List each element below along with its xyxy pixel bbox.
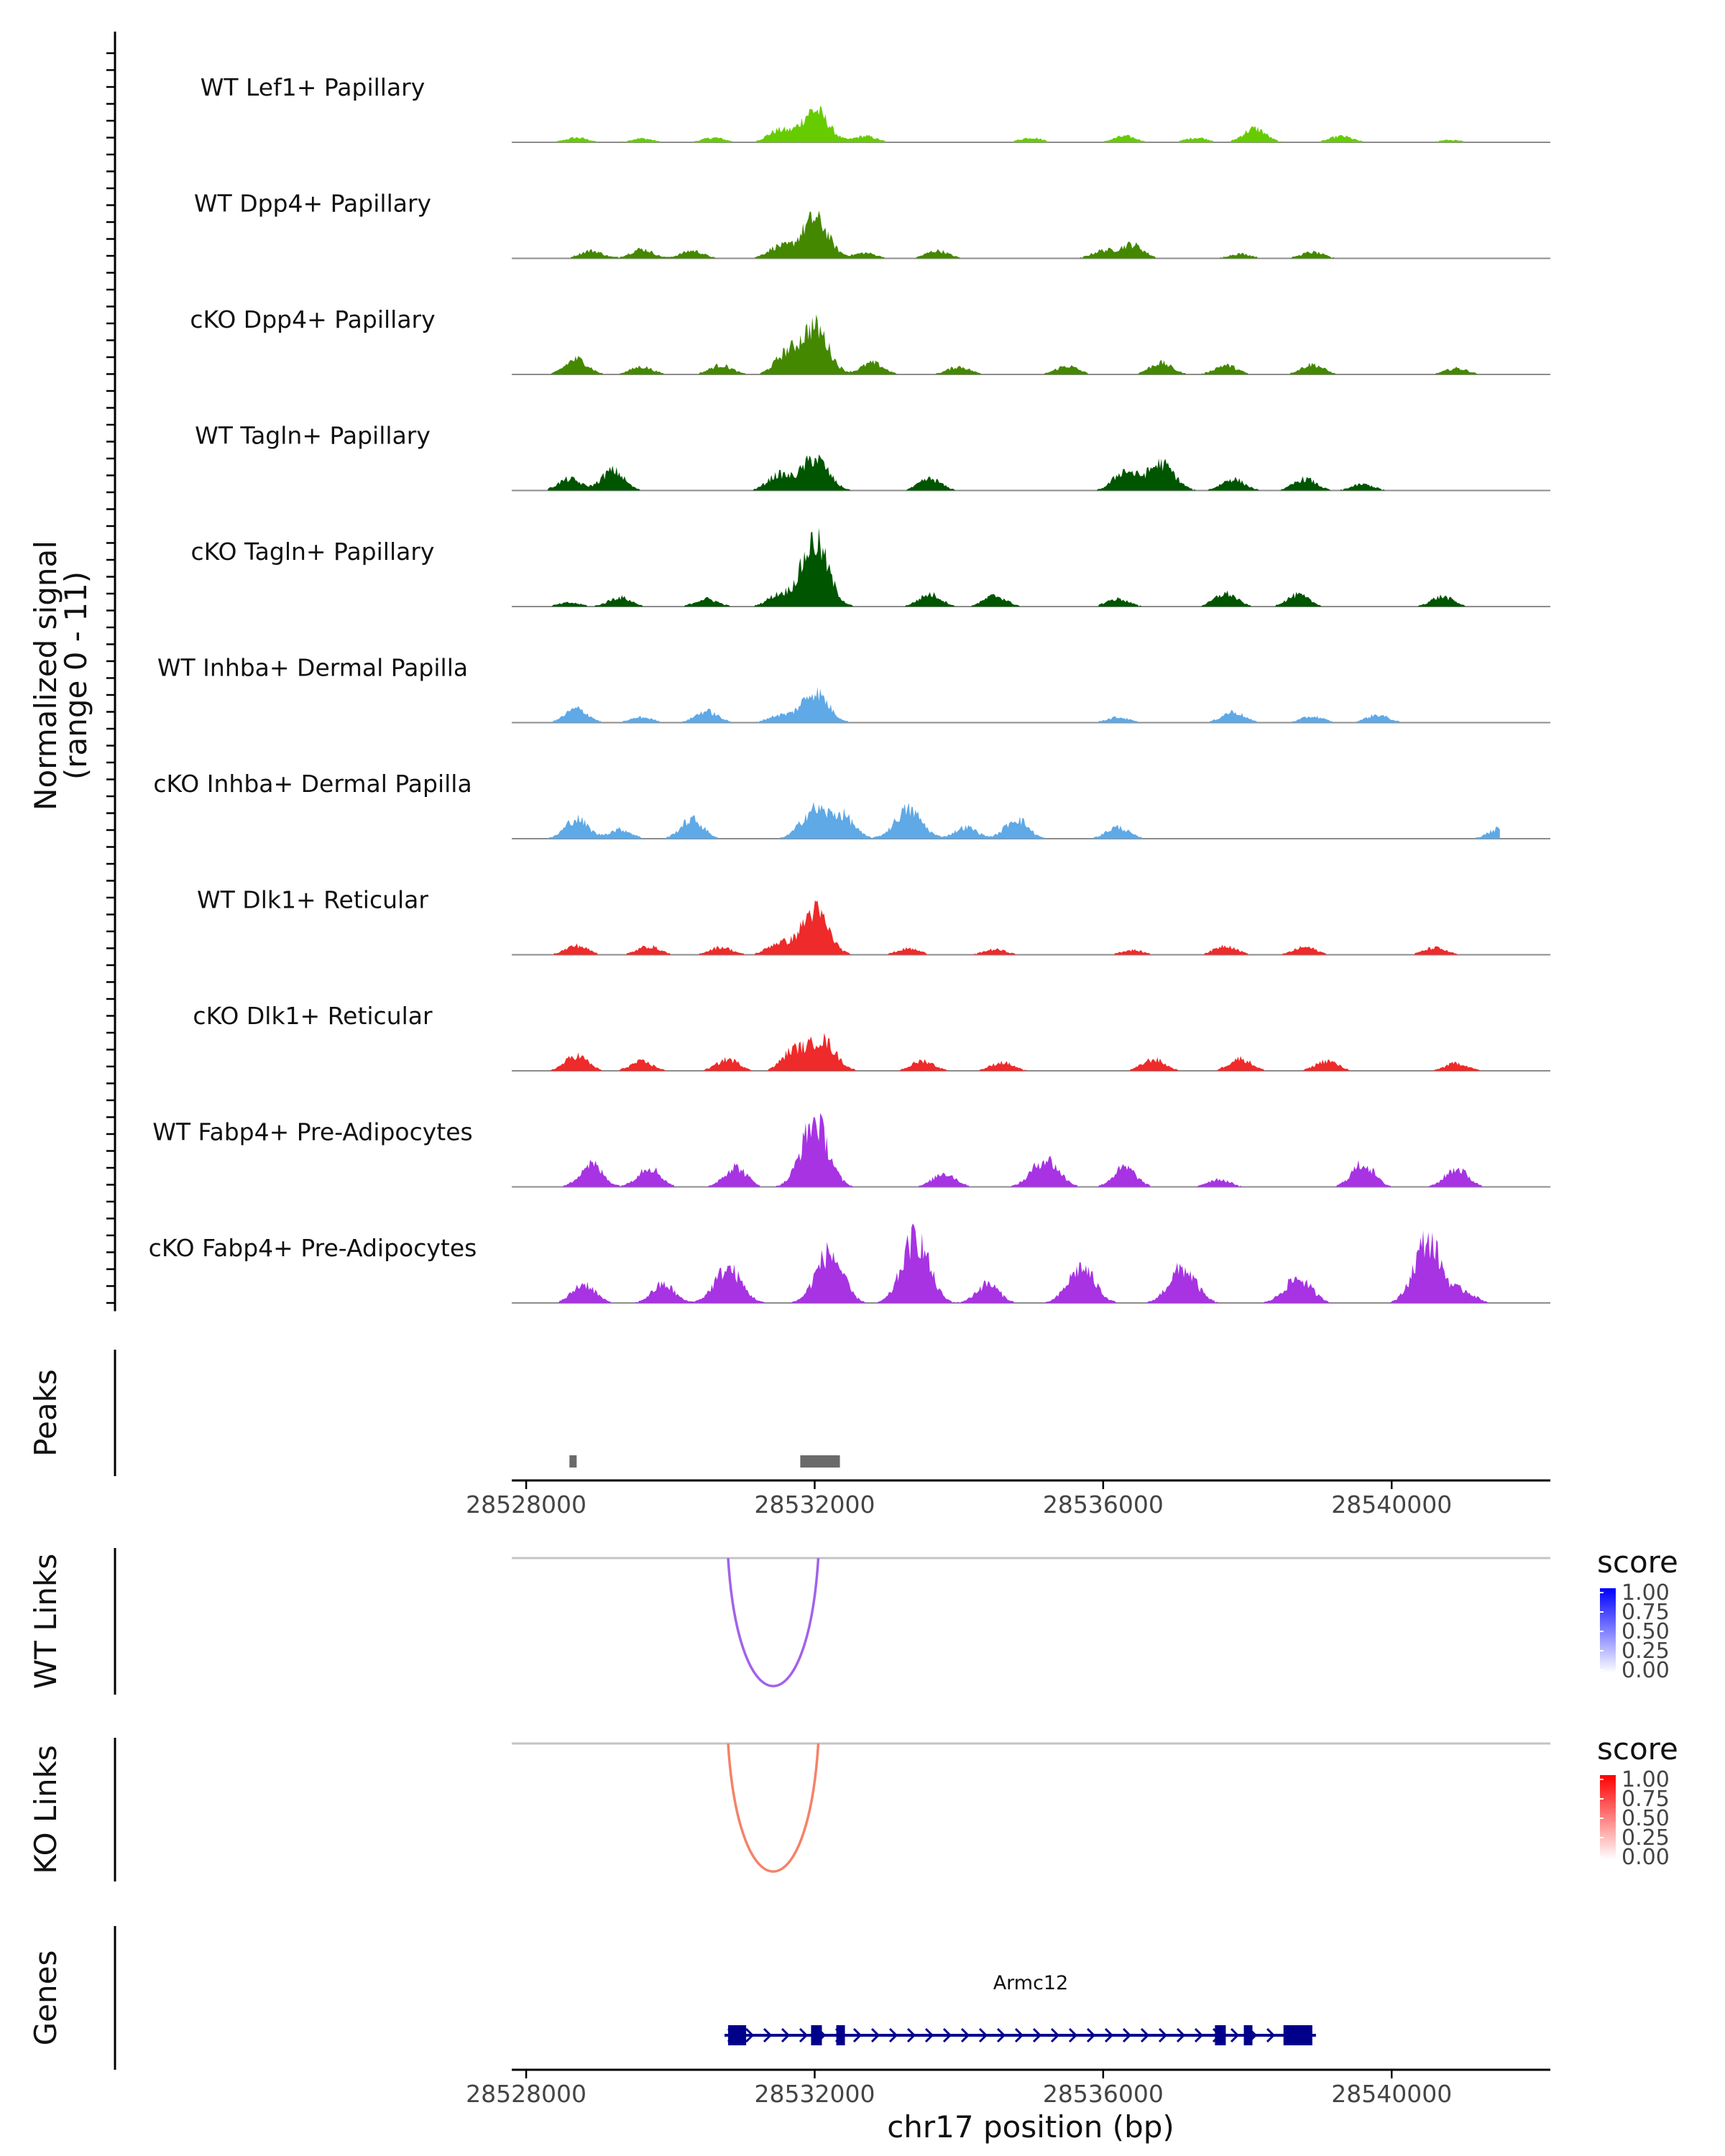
track-label: cKO Tagln+ Papillary	[191, 538, 435, 566]
legend-colorbar	[1600, 1588, 1616, 1673]
strand-arrow	[1158, 2027, 1168, 2043]
exon	[1215, 2025, 1226, 2045]
track-label: WT Dlk1+ Reticular	[197, 886, 428, 914]
strand-arrow	[745, 2027, 755, 2043]
exon	[1283, 2025, 1312, 2045]
legend-tick-label: 0.50	[1622, 1806, 1670, 1831]
coverage-y-axis	[106, 32, 116, 1312]
coverage-area	[548, 211, 1500, 259]
x-tick-label: 28540000	[1331, 2080, 1452, 2108]
legend-tick-label: 0.25	[1622, 1639, 1670, 1664]
strand-arrow	[960, 2027, 970, 2043]
strand-arrow	[1230, 2027, 1240, 2043]
strand-arrow	[942, 2027, 952, 2043]
coverage-area	[548, 106, 1500, 142]
coverage-area	[548, 802, 1500, 839]
legend-colorbar	[1600, 1775, 1616, 1860]
track-label: WT Tagln+ Papillary	[195, 422, 431, 450]
legend-tick-label: 1.00	[1622, 1580, 1670, 1606]
strand-arrow	[1104, 2027, 1114, 2043]
strand-arrow	[1122, 2027, 1132, 2043]
track-label: WT Fabp4+ Pre-Adipocytes	[152, 1118, 472, 1146]
coverage-ylabel: Normalized signal	[28, 540, 63, 811]
strand-arrow	[1068, 2027, 1078, 2043]
genes-label: Genes	[28, 1950, 63, 2046]
strand-arrow	[852, 2027, 862, 2043]
exon	[728, 2025, 747, 2045]
coverage-area	[548, 1112, 1500, 1187]
coverage-area	[548, 528, 1500, 607]
legend-tick-label: 0.00	[1622, 1845, 1670, 1870]
coverage-area	[548, 1033, 1500, 1071]
track-label: cKO Dpp4+ Papillary	[190, 305, 435, 333]
peak-region	[800, 1455, 840, 1468]
exon	[836, 2025, 845, 2045]
ko-links-label: KO Links	[28, 1745, 63, 1874]
strand-arrow	[1140, 2027, 1150, 2043]
peak-region	[569, 1455, 577, 1468]
legend-tick-label: 0.25	[1622, 1825, 1670, 1851]
strand-arrow	[1050, 2027, 1060, 2043]
track-label: cKO Dlk1+ Reticular	[193, 1002, 433, 1030]
track-label: WT Dpp4+ Papillary	[194, 190, 431, 218]
x-tick-label: 28536000	[1043, 2080, 1164, 2108]
exon	[1243, 2025, 1253, 2045]
track-label: cKO Inhba+ Dermal Papilla	[153, 770, 472, 798]
exon	[811, 2025, 822, 2045]
legend-tick-label: 1.00	[1622, 1767, 1670, 1792]
legend-tick-label: 0.75	[1622, 1600, 1670, 1625]
x-tick-label: 28532000	[754, 2080, 875, 2108]
strand-arrow	[1086, 2027, 1096, 2043]
x-tick-label: 28532000	[754, 1491, 875, 1519]
x-tick-label: 28528000	[466, 2080, 586, 2108]
strand-arrow	[1266, 2027, 1276, 2043]
coverage-area	[548, 454, 1500, 491]
strand-arrow	[906, 2027, 916, 2043]
track-label: WT Inhba+ Dermal Papilla	[157, 654, 468, 682]
strand-arrow	[799, 2027, 809, 2043]
x-tick-label: 28528000	[466, 1491, 586, 1519]
wt-link-arc	[727, 1557, 820, 1687]
coverage-area	[548, 1223, 1500, 1303]
strand-arrow	[763, 2027, 773, 2043]
strand-arrow	[978, 2027, 988, 2043]
strand-arrow	[888, 2027, 898, 2043]
coverage-area	[548, 314, 1500, 374]
legend-tick-label: 0.00	[1622, 1658, 1670, 1683]
legend-tick-label: 0.75	[1622, 1787, 1670, 1812]
track-label: cKO Fabp4+ Pre-Adipocytes	[149, 1234, 477, 1262]
gene-model	[724, 2025, 1316, 2045]
legend-title: score	[1597, 1544, 1678, 1580]
strand-arrow	[1176, 2027, 1186, 2043]
coverage-tracks: WT Lef1+ Papillary WT Dpp4+ Papillary cKO …	[149, 73, 1550, 1304]
x-axis-top: 28528000 28532000 28536000 28540000	[466, 1479, 1550, 1519]
peak-regions	[569, 1455, 840, 1468]
x-axis-title: chr17 position (bp)	[887, 2109, 1174, 2145]
peaks-label: Peaks	[28, 1369, 63, 1457]
coverage-ylabel-range: (range 0 - 11)	[58, 571, 93, 780]
ko-link-arc	[727, 1743, 820, 1873]
legend-title: score	[1597, 1731, 1678, 1766]
x-axis-bottom: 28528000 28532000 28536000 28540000	[466, 2068, 1550, 2108]
track-label: WT Lef1+ Papillary	[201, 73, 426, 101]
gene-name-label: Armc12	[993, 1972, 1069, 1994]
strand-arrow	[996, 2027, 1006, 2043]
strand-arrow	[924, 2027, 934, 2043]
wt-links-label: WT Links	[28, 1554, 63, 1689]
strand-arrow	[1032, 2027, 1042, 2043]
coverage-area	[548, 686, 1500, 723]
strand-arrow	[1194, 2027, 1204, 2043]
legend-tick-label: 0.50	[1622, 1619, 1670, 1644]
coverage-area	[548, 900, 1500, 955]
x-tick-label: 28540000	[1331, 1491, 1452, 1519]
strand-arrow	[870, 2027, 880, 2043]
strand-arrow	[781, 2027, 791, 2043]
x-tick-label: 28536000	[1043, 1491, 1164, 1519]
strand-arrow	[1014, 2027, 1024, 2043]
